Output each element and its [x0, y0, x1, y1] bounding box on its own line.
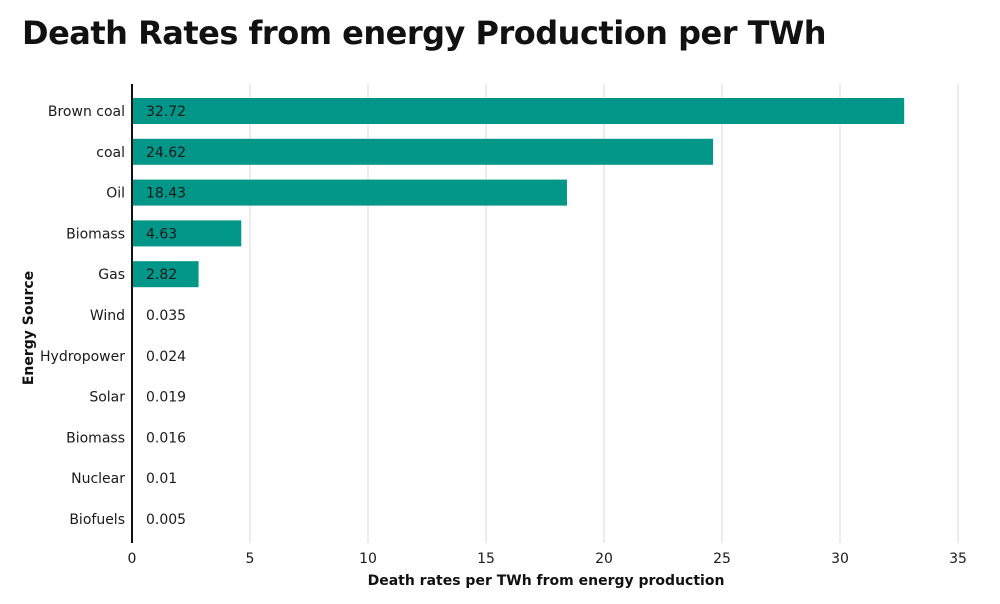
data-label: 0.005: [146, 512, 186, 528]
data-label: 18.43: [146, 186, 186, 202]
x-tick-labels: 0 5 10 15 20 25 30 35: [128, 551, 967, 567]
data-labels: 32.72 24.62 18.43 4.63 2.82 0.035 0.024 0.019 0.…: [146, 104, 186, 528]
bars: [132, 98, 905, 532]
x-tick-label: 30: [831, 551, 849, 567]
bar: [132, 220, 242, 247]
category-label: Oil: [106, 186, 125, 202]
data-label: 24.62: [146, 145, 186, 161]
data-label: 32.72: [146, 104, 186, 120]
data-label: 2.82: [146, 267, 177, 283]
bar: [132, 179, 567, 206]
category-label: Brown coal: [48, 104, 125, 120]
category-label: Solar: [89, 390, 125, 406]
data-label: 0.016: [146, 430, 186, 446]
category-label: coal: [96, 145, 125, 161]
bar: [132, 138, 714, 165]
category-label: Biomass: [66, 430, 125, 446]
data-label: 0.01: [146, 471, 177, 487]
x-tick-label: 15: [477, 551, 495, 567]
x-tick-label: 25: [713, 551, 731, 567]
data-label: 0.024: [146, 349, 186, 365]
category-label: Biofuels: [69, 512, 125, 528]
x-tick-label: 35: [949, 551, 967, 567]
data-label: 0.035: [146, 308, 186, 324]
bar: [132, 98, 905, 124]
x-tick-label: 0: [128, 551, 137, 567]
chart-title: Death Rates from energy Production per T…: [22, 14, 827, 52]
bar: [132, 261, 199, 288]
category-label: Hydropower: [40, 349, 125, 365]
category-label: Wind: [90, 308, 125, 324]
x-axis-title: Death rates per TWh from energy producti…: [368, 573, 725, 589]
category-label: Gas: [98, 267, 125, 283]
x-tick-label: 5: [246, 551, 255, 567]
data-label: 4.63: [146, 226, 177, 242]
x-tick-label: 10: [359, 551, 377, 567]
y-axis-title: Energy Source: [21, 271, 37, 385]
category-label: Nuclear: [71, 471, 125, 487]
category-labels: Brown coal coal Oil Biomass Gas Wind Hydropowe…: [40, 104, 125, 528]
data-label: 0.019: [146, 390, 186, 406]
x-tick-label: 20: [595, 551, 613, 567]
category-label: Biomass: [66, 226, 125, 242]
